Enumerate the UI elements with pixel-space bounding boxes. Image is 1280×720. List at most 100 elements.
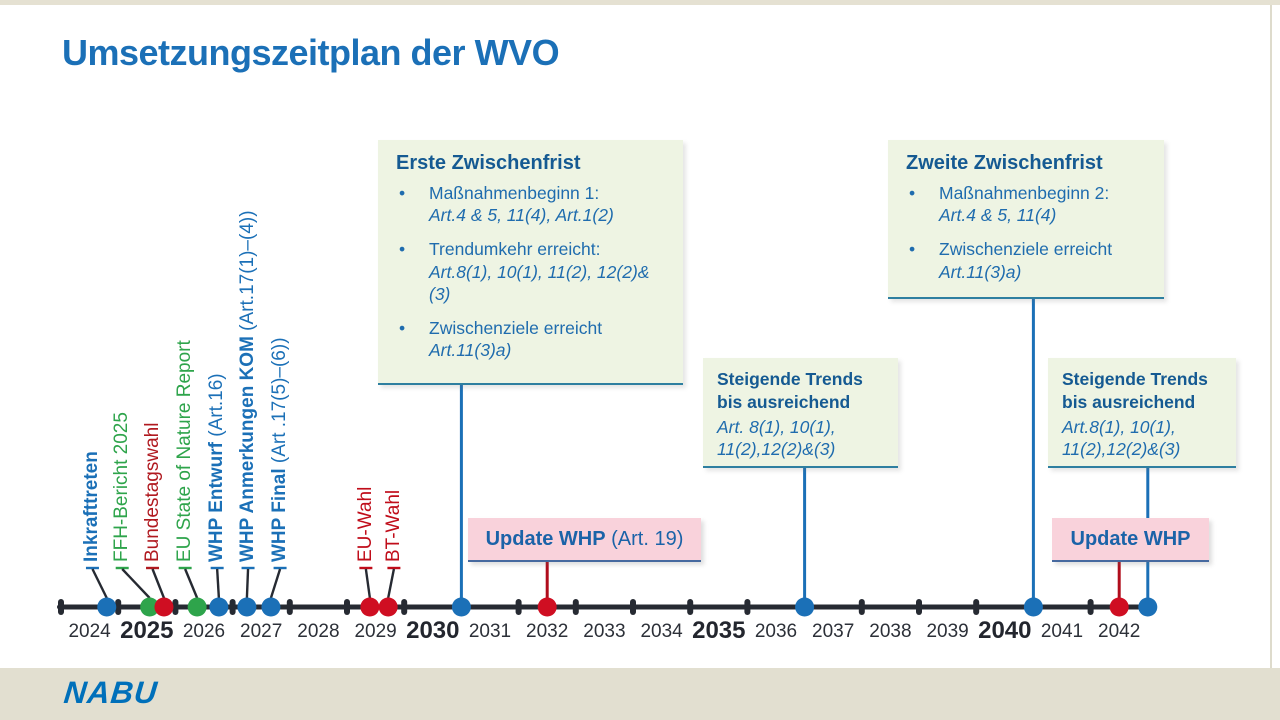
timeline-tick (58, 599, 64, 615)
page-title: Umsetzungszeitplan der WVO (62, 32, 560, 73)
bullet-text: Trendumkehr erreicht: (429, 239, 601, 260)
timeline-tick (172, 599, 179, 615)
bullet-article-ref: Art.8(1), 10(1), 11(2), 12(2)&(3) (429, 261, 650, 304)
timeline-tick (572, 599, 579, 615)
bullet-article-ref: Art.4 & 5, 11(4) (939, 205, 1057, 226)
eu-state-of-nature-report-label: EU State of Nature Report (174, 340, 196, 562)
update-whp-2-title: Update WHP (1070, 527, 1191, 550)
zweite-zwischenfrist-bullet: • Maßnahmenbeginn 2: Art.4 & 5, 11(4) (906, 182, 1150, 226)
zweite-zwischenfrist-title: Zweite Zwischenfrist (906, 152, 1103, 174)
eu-state-of-nature-report-leader-line (184, 568, 199, 599)
bundestagswahl-leader-line (151, 568, 166, 599)
timeline-tick (1087, 599, 1094, 615)
timeline-tick (630, 599, 636, 615)
year-label-2042: 2042 (1098, 621, 1141, 642)
bullet-text: Maßnahmenbeginn 2: (939, 183, 1110, 203)
year-label-2040: 2040 (978, 617, 1032, 644)
timeline-tick (744, 599, 751, 615)
whp-entwurf-leader-line (215, 568, 221, 599)
year-label-2033: 2033 (583, 621, 626, 642)
erste-zwischenfrist-bullet: • Trendumkehr erreicht: Art.8(1), 10(1), 1… (396, 238, 669, 305)
timeline-tick (973, 599, 980, 615)
year-label-2026: 2026 (182, 621, 226, 642)
inkrafttreten-label: Inkrafttreten (81, 451, 103, 562)
timeline-tick (344, 599, 350, 615)
bullet-text: Zwischenziele erreicht (939, 239, 1113, 260)
ffh-bericht-2025-label: FFH-Bericht 2025 (111, 412, 133, 562)
erste-zwischenfrist-bullet: • Maßnahmenbeginn 1: Art.4 & 5, 11(4), Art… (396, 182, 669, 226)
steigende-trends-2-article-ref: Art.8(1), 10(1), 11(2),12(2)&(3) (1062, 416, 1181, 460)
update-whp-2-box: Update WHP (1052, 518, 1209, 562)
eu-wahl-label: EU-Wahl (354, 486, 376, 562)
update-whp-2-dot (1109, 597, 1129, 617)
steigende-trends-2-dot (1138, 597, 1158, 617)
whp-anmerkungen-kom-label: WHP Anmerkungen KOM (Art.17(1)–(4)) (237, 210, 259, 562)
right-edge-line (1270, 5, 1272, 668)
whp-anmerkungen-kom-leader-line (245, 568, 250, 599)
bundestagswahl-dot (154, 597, 174, 617)
bullet-article-ref: Art.11(3)a) (939, 261, 1022, 282)
ffh-bericht-2025-dot (140, 597, 160, 617)
update-whp-1-box: Update WHP (Art. 19) (468, 518, 701, 562)
steigende-trends-1-dot (795, 597, 815, 617)
erste-zwischenfrist-dot (451, 597, 471, 617)
timeline-tick (687, 599, 694, 615)
bt-wahl-label: BT-Wahl (382, 489, 404, 562)
bundestagswahl-label: Bundestagswahl (141, 422, 163, 562)
timeline-tick (286, 599, 293, 615)
year-label-2036: 2036 (754, 621, 798, 642)
year-label-2035: 2035 (692, 617, 746, 644)
timeline-tick (515, 599, 522, 615)
whp-final-label: WHP Final (Art .17(5)–(6)) (269, 337, 291, 562)
bullet-marker: • (909, 183, 916, 203)
erste-zwischenfrist-title: Erste Zwischenfrist (396, 152, 581, 174)
zweite-zwischenfrist-dot (1023, 597, 1043, 617)
year-label-2041: 2041 (1040, 621, 1084, 642)
ffh-bericht-2025-leader-line (121, 568, 151, 599)
year-label-2039: 2039 (926, 621, 969, 642)
eu-wahl-leader-line (364, 568, 372, 599)
zweite-zwischenfrist-box: Zweite Zwischenfrist • Maßnahmenbeginn 2: A… (888, 140, 1164, 299)
bullet-text: Zwischenziele erreicht (429, 318, 603, 339)
whp-final-dot (261, 597, 281, 617)
steigende-trends-2-title: Steigende Trends bis ausreichend (1062, 369, 1208, 412)
bt-wahl-leader-line (387, 568, 396, 599)
year-label-2029: 2029 (354, 621, 397, 642)
year-label-2030: 2030 (406, 617, 460, 644)
footer-bar: NABU (0, 668, 1280, 720)
update-whp-1-title: Update WHP (485, 527, 606, 550)
bt-wahl-dot (378, 597, 398, 617)
timeline-tick (916, 599, 922, 615)
update-whp-1-dot (537, 597, 557, 617)
bullet-marker: • (909, 239, 916, 260)
bullet-marker: • (399, 239, 406, 260)
erste-zwischenfrist-bullet: • Zwischenziele erreicht Art.11(3)a) (396, 317, 669, 361)
eu-state-of-nature-report-dot (187, 597, 207, 617)
timeline-axis (57, 604, 1154, 610)
year-label-2027: 2027 (240, 621, 283, 642)
inkrafttreten-leader-line (91, 568, 108, 599)
year-label-2034: 2034 (640, 621, 683, 642)
steigende-trends-1-title: Steigende Trends bis ausreichend (717, 369, 863, 412)
year-label-2025: 2025 (120, 617, 174, 644)
whp-entwurf-label: WHP Entwurf (Art.16) (206, 373, 228, 562)
timeline-tick (858, 599, 865, 615)
timeline-tick (401, 599, 408, 615)
whp-anmerkungen-kom-dot (237, 597, 257, 617)
bullet-marker: • (399, 183, 406, 203)
timeline-tick (229, 599, 236, 615)
eu-wahl-dot (360, 597, 380, 617)
whp-final-leader-line (269, 568, 282, 599)
steigende-trends-1-box: Steigende Trends bis ausreichend Art. 8(1… (703, 358, 898, 468)
bullet-text: Maßnahmenbeginn 1: (429, 183, 600, 203)
bullet-article-ref: Art.11(3)a) (429, 340, 512, 361)
erste-zwischenfrist-box: Erste Zwischenfrist • Maßnahmenbeginn 1: Ar… (378, 140, 683, 385)
bullet-marker: • (399, 318, 406, 339)
year-label-2024: 2024 (68, 621, 111, 642)
steigende-trends-1-article-ref: Art. 8(1), 10(1), 11(2),12(2)&(3) (717, 416, 836, 460)
year-label-2038: 2038 (869, 621, 912, 642)
bullet-article-ref: Art.4 & 5, 11(4), Art.1(2) (429, 205, 614, 226)
whp-entwurf-dot (209, 597, 229, 617)
